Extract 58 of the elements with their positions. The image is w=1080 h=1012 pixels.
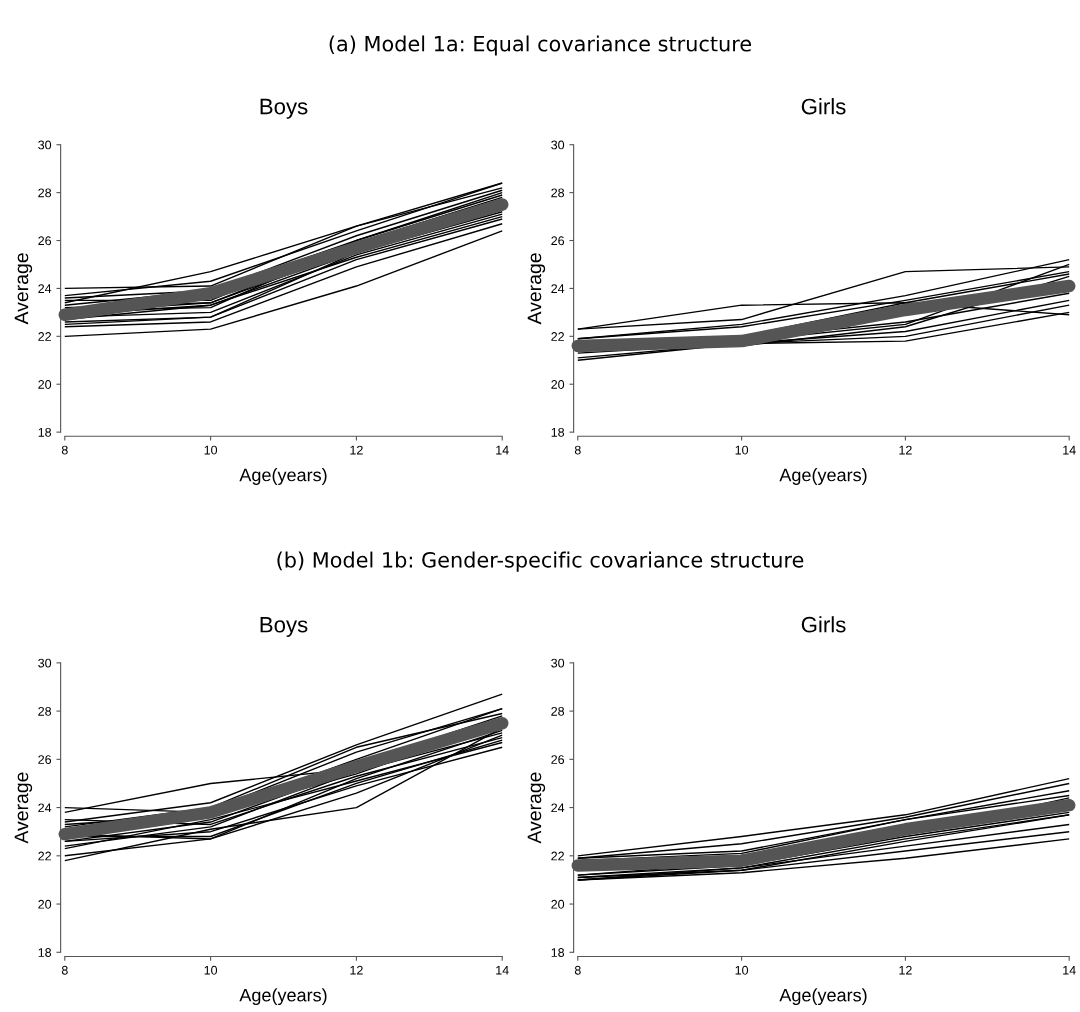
y-tick-label: 26 (38, 755, 52, 764)
y-tick-label: 20 (38, 899, 52, 909)
x-tick-label: 10 (204, 965, 218, 975)
chart-title: Girls (801, 616, 846, 633)
y-axis-title: Average (527, 253, 546, 325)
text: (a) Model 1a: Equal covariance structure (329, 35, 752, 56)
y-tick-label: 30 (551, 658, 565, 668)
x-tick-label: 14 (1063, 445, 1076, 455)
y-tick-label: 30 (38, 140, 52, 150)
y-tick-label: 30 (551, 140, 565, 150)
x-tick-label: 12 (899, 445, 912, 455)
y-tick-label: 24 (551, 803, 565, 813)
y-tick-label: 18 (38, 427, 52, 437)
y-tick-label: 28 (38, 706, 52, 716)
y-tick-label: 30 (38, 658, 52, 668)
y-axis-title: Average (527, 772, 546, 844)
x-tick-label: 12 (350, 445, 363, 455)
y-tick-label: 28 (551, 706, 565, 716)
y-axis-title: Average (14, 253, 33, 325)
y-tick-label: 22 (38, 332, 51, 341)
x-tick-label: 8 (574, 965, 581, 975)
x-tick-label: 14 (1063, 965, 1076, 975)
x-axis-title: Age(years) (239, 988, 327, 1006)
x-tick-label: 10 (735, 965, 749, 975)
x-tick-label: 14 (496, 445, 509, 455)
y-tick-label: 20 (38, 380, 52, 389)
x-axis-title: Age(years) (239, 468, 327, 485)
y-tick-label: 22 (551, 332, 564, 341)
y-tick-label: 22 (38, 851, 51, 861)
x-tick-label: 14 (496, 965, 509, 975)
y-tick-label: 18 (551, 427, 565, 437)
x-tick-label: 10 (735, 445, 749, 455)
chart-title: Boys (260, 98, 308, 119)
y-tick-label: 24 (38, 803, 52, 813)
x-axis-title: Age(years) (779, 988, 867, 1006)
chart-title: Boys (260, 617, 308, 637)
y-axis-title: Average (14, 772, 33, 844)
y-tick-label: 24 (551, 284, 565, 293)
y-tick-label: 22 (551, 851, 564, 861)
y-tick-label: 24 (38, 284, 52, 293)
y-tick-label: 20 (551, 380, 565, 389)
y-tick-label: 28 (551, 188, 565, 198)
text: (b) Model 1b: Gender-specific covariance structure (277, 551, 804, 572)
x-tick-label: 10 (204, 445, 218, 455)
x-tick-label: 8 (61, 445, 68, 455)
y-tick-label: 26 (38, 236, 52, 246)
y-tick-label: 18 (38, 948, 52, 957)
x-tick-label: 12 (899, 965, 912, 975)
x-axis-title: Age(years) (779, 468, 867, 485)
y-tick-label: 26 (551, 755, 565, 764)
chart-title: Girls (801, 98, 846, 115)
y-tick-label: 18 (551, 948, 565, 957)
y-tick-label: 26 (551, 236, 565, 246)
x-tick-label: 12 (350, 965, 363, 975)
y-tick-label: 28 (38, 188, 52, 198)
y-tick-label: 20 (551, 899, 565, 909)
x-tick-label: 8 (61, 965, 68, 975)
x-tick-label: 8 (574, 445, 581, 455)
